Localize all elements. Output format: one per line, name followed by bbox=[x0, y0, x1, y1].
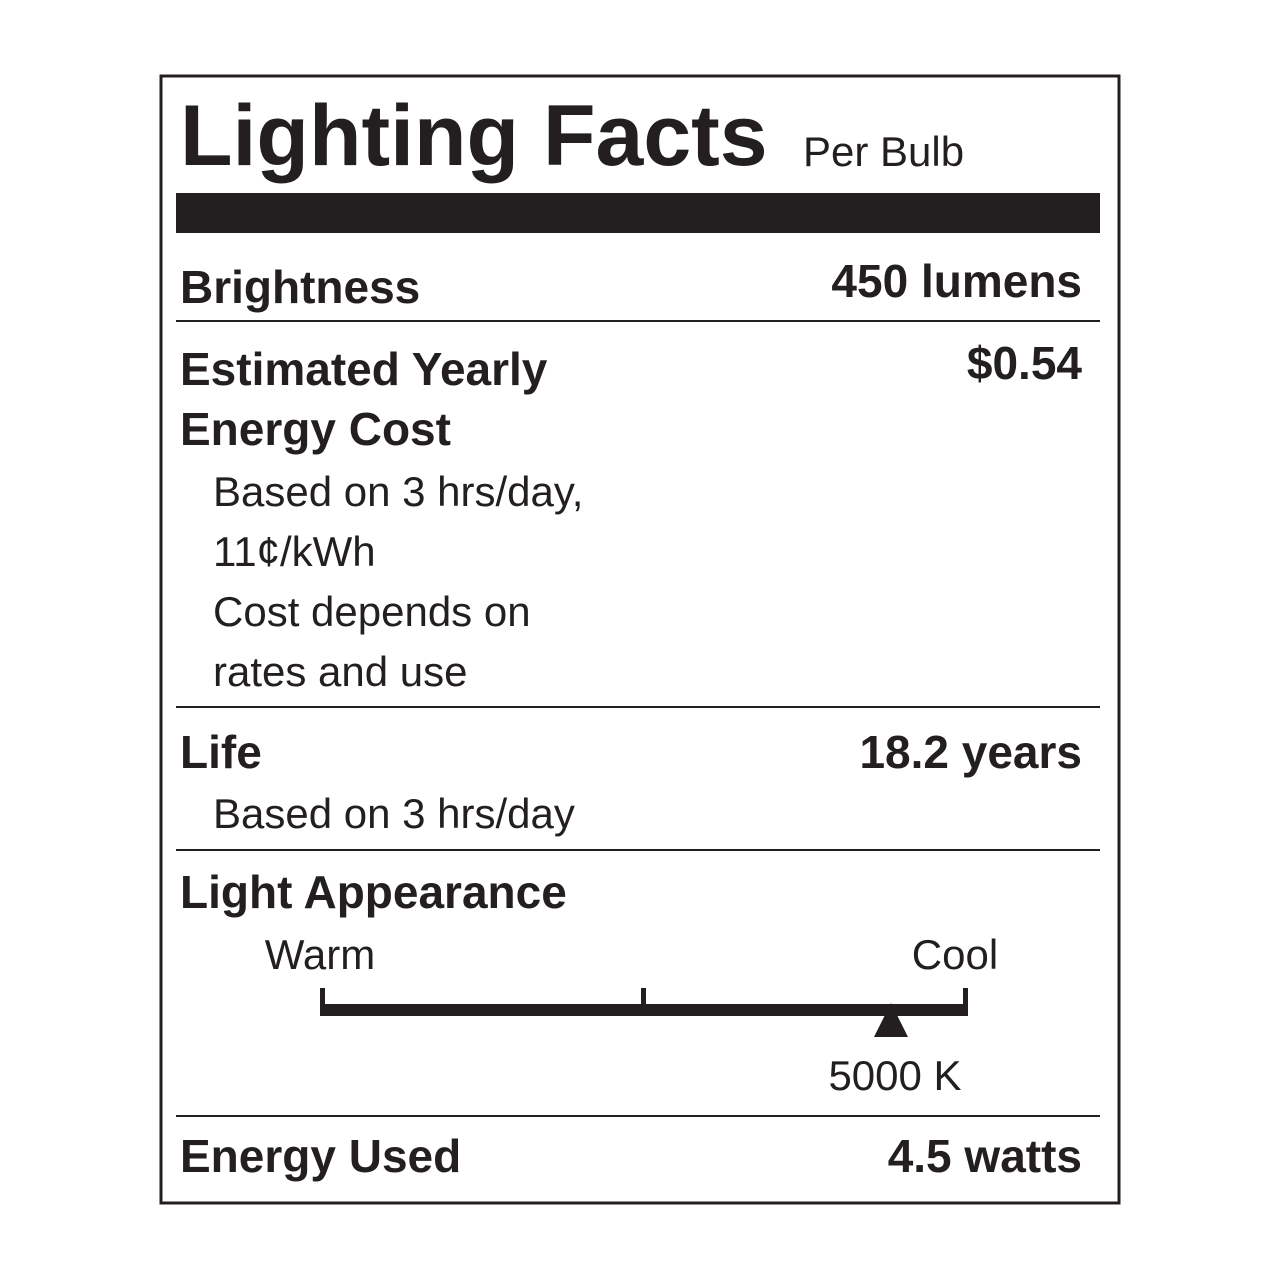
color-scale bbox=[320, 988, 968, 1037]
life-value: 18.2 years bbox=[859, 726, 1082, 778]
brightness-value: 450 lumens bbox=[831, 255, 1082, 307]
cool-label: Cool bbox=[912, 931, 998, 978]
header-bar bbox=[176, 193, 1100, 233]
scale-tick bbox=[963, 988, 968, 1008]
energy-cost-note: Cost depends on bbox=[213, 588, 531, 635]
subtitle: Per Bulb bbox=[803, 128, 964, 175]
life-label: Life bbox=[180, 726, 262, 778]
energy-cost-note: Based on 3 hrs/day, bbox=[213, 468, 583, 515]
energy-cost-value: $0.54 bbox=[967, 337, 1083, 389]
title: Lighting Facts bbox=[180, 88, 768, 184]
energy-used-label: Energy Used bbox=[180, 1130, 461, 1182]
brightness-label: Brightness bbox=[180, 261, 420, 313]
appearance-label: Light Appearance bbox=[180, 866, 567, 918]
scale-tick bbox=[320, 988, 325, 1008]
scale-tick bbox=[641, 988, 646, 1008]
scale-bar bbox=[320, 1004, 968, 1016]
energy-cost-note: rates and use bbox=[213, 648, 468, 695]
scale-marker bbox=[874, 1003, 908, 1037]
life-note: Based on 3 hrs/day bbox=[213, 790, 575, 837]
energy-cost-note: 11¢/kWh bbox=[213, 528, 376, 575]
energy-cost-label: Estimated Yearly bbox=[180, 343, 548, 395]
appearance-value: 5000 K bbox=[828, 1052, 961, 1099]
energy-cost-label: Energy Cost bbox=[180, 403, 451, 455]
label-border bbox=[159, 74, 1121, 1205]
warm-label: Warm bbox=[265, 931, 375, 978]
energy-used-value: 4.5 watts bbox=[888, 1130, 1082, 1182]
